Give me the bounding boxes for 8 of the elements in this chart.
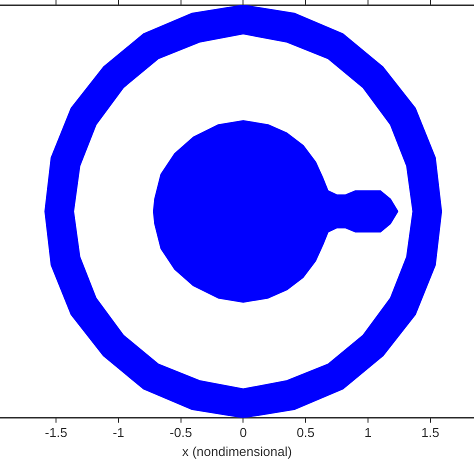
x-tick-label: 0 (240, 425, 247, 440)
x-tick-label: 1.5 (421, 425, 440, 440)
x-tick-label: 0.5 (296, 425, 315, 440)
x-tick-label: -1.5 (44, 425, 68, 440)
x-axis-title: x (nondimensional) (182, 444, 292, 459)
x-tick-label: -1 (112, 425, 124, 440)
x-tick-label: 1 (364, 425, 372, 440)
x-tick-label: -0.5 (170, 425, 192, 440)
